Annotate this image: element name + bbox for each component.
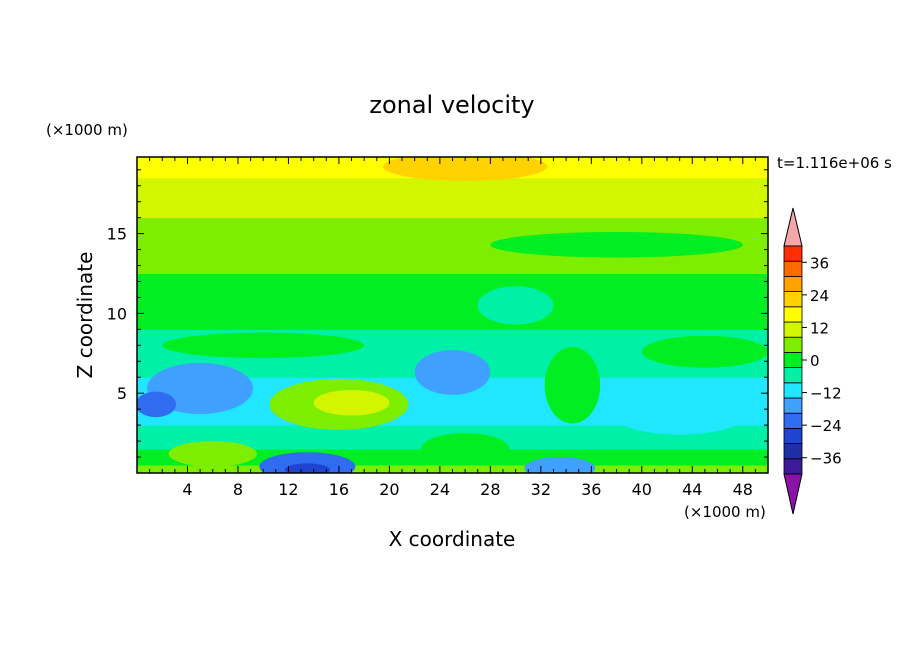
- colorbar-segment: [783, 321, 803, 338]
- contour-region: [168, 441, 257, 467]
- contour-field: [137, 157, 768, 473]
- x-tick-label: 48: [733, 480, 753, 499]
- contour-region: [162, 332, 365, 359]
- y-unit-label: (×1000 m): [46, 121, 128, 139]
- y-axis-label: Z coordinate: [73, 252, 97, 379]
- colorbar-segment: [783, 291, 803, 308]
- y-tick-label: 10: [107, 304, 127, 323]
- x-tick-label: 32: [531, 480, 551, 499]
- colorbar-label: −36: [810, 450, 842, 468]
- x-axis: 4 8 12 16 20 24 28 32 36 40 44 48: [149, 157, 756, 499]
- contour-region: [490, 232, 743, 258]
- colorbar-label: 36: [810, 254, 829, 272]
- colorbar-segment: [783, 336, 803, 353]
- contour-region: [259, 452, 356, 473]
- contour-region: [284, 463, 331, 473]
- colorbar-segment: [783, 412, 803, 429]
- x-tick-label: 8: [233, 480, 243, 499]
- colorbar-label: −24: [810, 417, 842, 435]
- contour-region: [414, 350, 491, 395]
- contour-region: [477, 286, 554, 325]
- x-tick-label: 20: [379, 480, 399, 499]
- contour-region: [137, 391, 177, 418]
- contour-region: [383, 157, 548, 181]
- contour-region: [420, 433, 510, 466]
- x-tick-label: 28: [480, 480, 500, 499]
- contour-band: [137, 273, 768, 330]
- contour-region: [544, 346, 601, 424]
- colorbar-label: −12: [810, 385, 842, 403]
- colorbar-segment: [783, 427, 803, 444]
- time-label: t=1.116e+06 s: [777, 154, 892, 172]
- colorbar-segment: [783, 306, 803, 323]
- x-unit-label: (×1000 m): [684, 503, 766, 521]
- colorbar-over-arrow: [783, 207, 803, 247]
- colorbar-segment: [783, 245, 803, 262]
- y-axis: 5 10 15: [107, 169, 768, 458]
- colorbar-label: 12: [810, 319, 829, 337]
- colorbar-label: 24: [810, 287, 829, 305]
- contour-region: [313, 390, 390, 416]
- x-tick-label: 24: [430, 480, 450, 499]
- y-tick-label: 5: [117, 384, 127, 403]
- x-tick-label: 4: [182, 480, 192, 499]
- colorbar-under-arrow: [783, 473, 803, 515]
- colorbar-segment: [783, 443, 803, 460]
- colorbar-segment: [783, 275, 803, 292]
- colorbar-segment: [783, 260, 803, 277]
- x-tick-label: 36: [581, 480, 601, 499]
- x-tick-label: 44: [682, 480, 702, 499]
- x-tick-label: 12: [278, 480, 298, 499]
- colorbar-segment: [783, 458, 803, 475]
- contour-region: [524, 457, 596, 473]
- contour-band: [137, 177, 768, 219]
- colorbar-segment: [783, 367, 803, 384]
- contour-region: [610, 390, 750, 435]
- colorbar-segment: [783, 397, 803, 414]
- colorbar: 36 24 12 0 −12 −24 −36: [783, 207, 842, 515]
- colorbar-label: 0: [810, 352, 820, 370]
- x-tick-label: 40: [632, 480, 652, 499]
- x-axis-label: X coordinate: [389, 527, 516, 551]
- contour-region: [237, 157, 365, 173]
- colorbar-segment: [783, 382, 803, 399]
- colorbar-segment: [783, 351, 803, 368]
- y-tick-label: 15: [107, 225, 127, 244]
- contour-region: [641, 335, 768, 368]
- x-tick-label: 16: [329, 480, 349, 499]
- chart-title: zonal velocity: [369, 91, 534, 119]
